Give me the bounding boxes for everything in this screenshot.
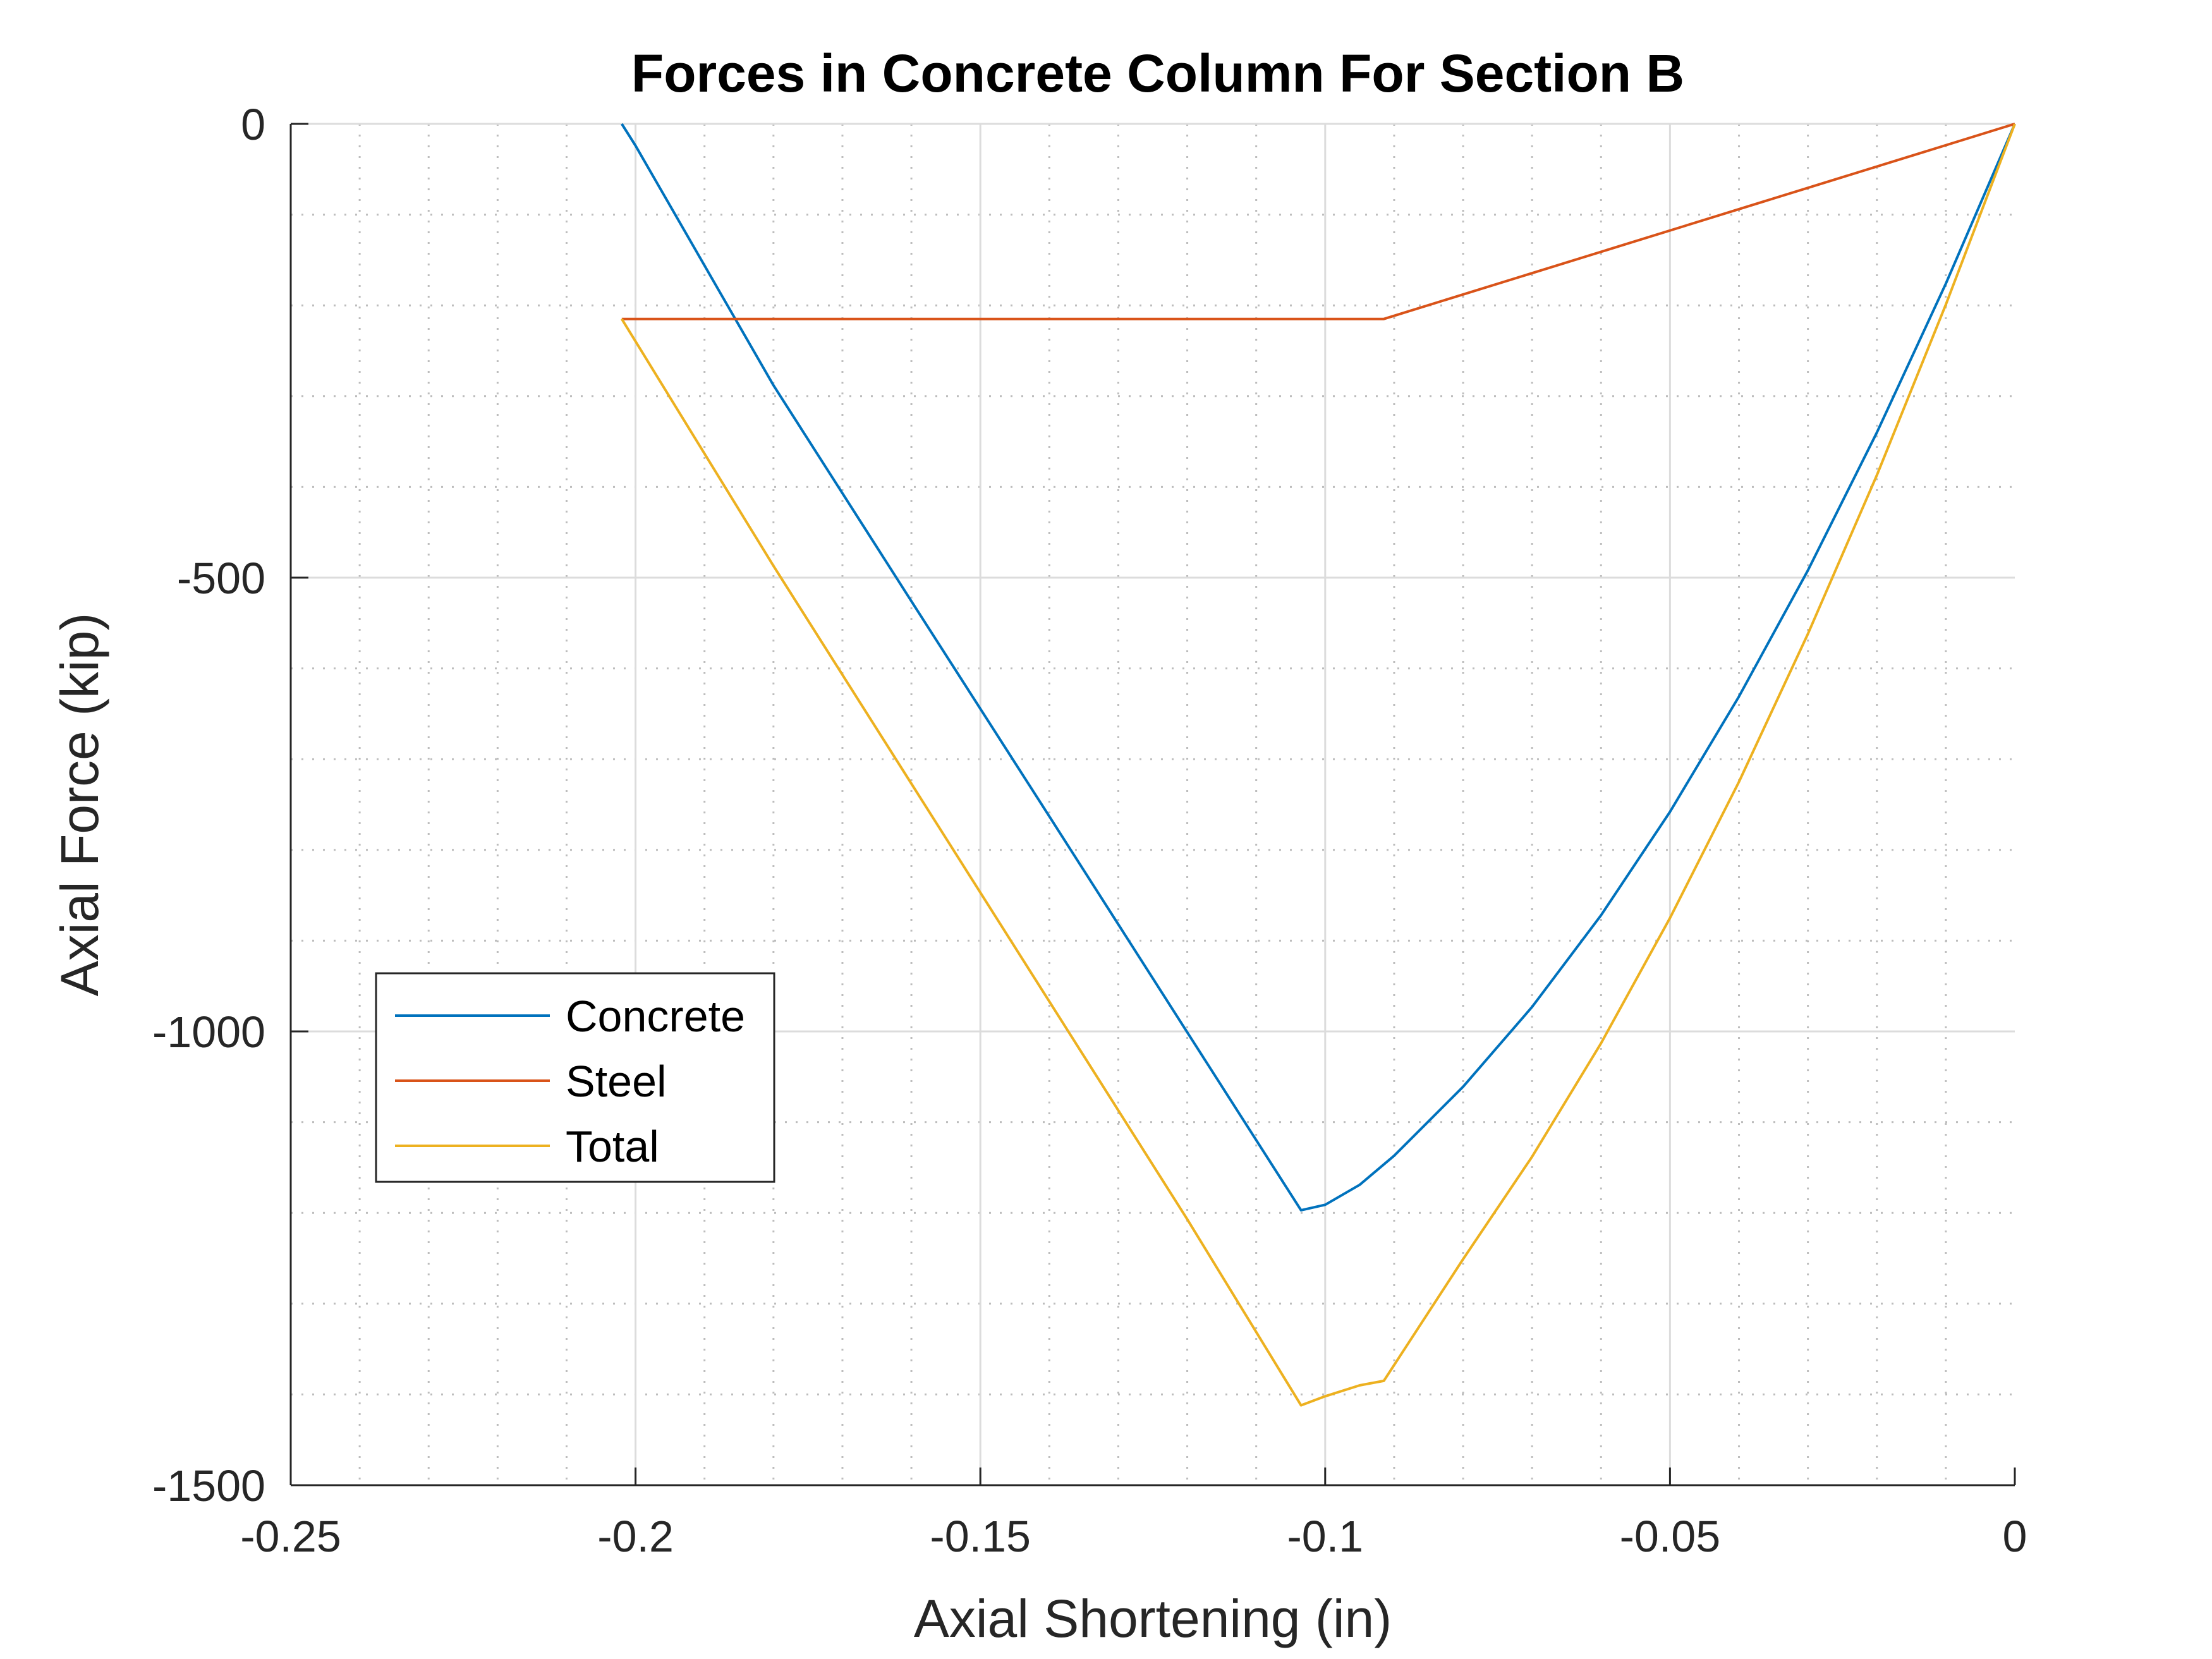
legend: Concrete Steel Total — [375, 972, 775, 1183]
y-tick-label: -1000 — [152, 1007, 265, 1057]
plot-area — [289, 123, 2016, 1486]
x-axis: -0.25 -0.2 -0.15 -0.1 -0.05 0 — [240, 1468, 2027, 1561]
series-line-total — [621, 123, 2016, 1407]
minor-grid — [291, 124, 2015, 1485]
series-line-concrete — [621, 123, 2016, 1212]
series-lines — [621, 123, 2016, 1407]
legend-label-concrete: Concrete — [566, 992, 745, 1041]
x-tick-label: -0.1 — [1287, 1512, 1363, 1561]
x-tick-label: -0.2 — [597, 1512, 674, 1561]
major-grid — [291, 123, 2015, 1485]
x-tick-label: -0.25 — [240, 1512, 341, 1561]
y-tick-label: -1500 — [152, 1461, 265, 1510]
x-tick-label: -0.15 — [930, 1512, 1031, 1561]
axes — [289, 124, 2015, 1486]
series-line-steel — [621, 123, 2015, 320]
x-tick-label: 0 — [2003, 1512, 2027, 1561]
x-axis-label: Axial Shortening (in) — [914, 1589, 1392, 1648]
x-tick-label: -0.05 — [1620, 1512, 1721, 1561]
legend-label-steel: Steel — [566, 1057, 667, 1106]
y-tick-label: 0 — [241, 100, 265, 149]
chart-title: Forces in Concrete Column For Section B — [631, 44, 1684, 103]
y-tick-label: -500 — [177, 554, 265, 603]
legend-label-total: Total — [566, 1122, 659, 1171]
y-axis-label: Axial Force (kip) — [50, 613, 109, 997]
y-axis: 0 -500 -1000 -1500 — [152, 100, 308, 1510]
